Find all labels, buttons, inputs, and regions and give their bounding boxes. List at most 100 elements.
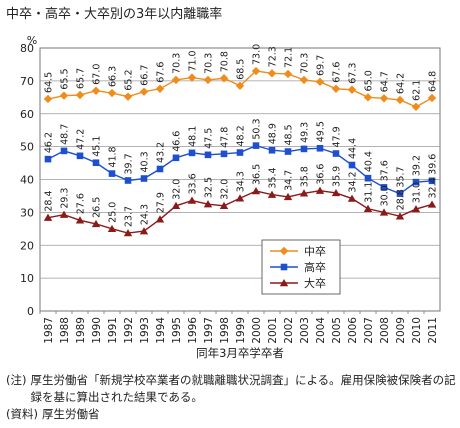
data-point	[139, 87, 149, 96]
x-tick-label: 1988	[59, 317, 71, 344]
data-label: 24.3	[140, 204, 151, 225]
data-label: 66.3	[108, 66, 119, 87]
data-label: 72.3	[268, 46, 279, 67]
x-tick-label: 2006	[347, 317, 359, 344]
note-tag: (注)	[6, 373, 27, 387]
data-label: 36.5	[252, 164, 263, 185]
data-label: 25.0	[108, 202, 119, 223]
data-label: 44.4	[348, 138, 359, 159]
x-tick-label: 1990	[91, 317, 103, 344]
y-tick-label: 20	[20, 239, 34, 252]
data-point	[347, 85, 357, 94]
data-point	[236, 149, 244, 156]
y-unit-label: %	[27, 34, 37, 47]
data-point	[219, 201, 229, 209]
data-point	[279, 279, 289, 287]
data-point	[187, 73, 197, 82]
data-label: 35.8	[300, 166, 311, 187]
data-label: 43.2	[156, 142, 167, 163]
legend-item: 中卒	[270, 244, 326, 258]
data-label: 41.8	[108, 146, 119, 167]
data-point	[268, 146, 276, 154]
x-tick-label: 1999	[235, 317, 247, 344]
x-tick-label: 1995	[171, 317, 183, 344]
data-label: 39.7	[124, 153, 135, 174]
x-tick-label: 2009	[395, 317, 407, 344]
data-point	[427, 93, 437, 103]
source-text: 厚生労働省	[41, 407, 100, 421]
data-label: 37.6	[380, 160, 391, 181]
data-label: 23.7	[124, 206, 135, 227]
data-point	[75, 216, 85, 224]
x-tick-label: 2004	[315, 317, 327, 344]
x-tick-label: 2003	[299, 317, 311, 344]
data-point	[235, 194, 245, 202]
series-0: 64.5 65.5 65.7 67.0 66.3 65.2 66.7 67.6 70.3 71.0…	[44, 44, 439, 112]
data-label: 50.3	[252, 118, 263, 139]
data-point	[395, 95, 405, 105]
chart-title: 中卒・高卒・大卒別の3年以内離職率	[6, 7, 223, 22]
data-point	[251, 187, 261, 195]
data-label: 28.4	[44, 190, 55, 211]
y-tick-label: 40	[20, 174, 34, 187]
x-tick-label: 2010	[411, 317, 423, 344]
data-label: 46.6	[172, 131, 183, 152]
data-point	[411, 205, 421, 213]
data-point	[59, 210, 69, 218]
data-label: 35.7	[396, 166, 407, 187]
data-point	[267, 190, 277, 198]
data-point	[364, 174, 372, 182]
data-point	[347, 194, 357, 202]
legend-label: 大卒	[304, 276, 326, 290]
data-label: 48.1	[188, 126, 199, 147]
x-tick-label: 2002	[283, 317, 295, 344]
data-label: 34.2	[348, 171, 359, 192]
data-point	[203, 200, 213, 208]
data-label: 69.7	[316, 55, 327, 76]
legend-label: 中卒	[304, 244, 326, 258]
data-point	[428, 177, 436, 185]
x-tick-label: 2000	[251, 317, 263, 344]
series-2: 28.4 29.3 27.6 26.5 25.0 23.7 24.3 27.9 32.0 33.6…	[44, 164, 439, 237]
data-label: 72.1	[284, 47, 295, 68]
x-tick-label: 2001	[267, 317, 279, 344]
data-label: 67.0	[92, 64, 103, 85]
x-tick-label: 1997	[203, 317, 215, 344]
data-label: 39.2	[412, 155, 423, 176]
data-label: 40.3	[140, 151, 151, 172]
data-label: 47.8	[220, 127, 231, 148]
data-point	[123, 92, 133, 101]
data-label: 64.2	[396, 73, 407, 94]
data-label: 65.2	[124, 69, 135, 90]
series-1: 46.2 48.7 47.2 45.1 41.8 39.7 40.3 43.2 46.6 48.1…	[44, 118, 439, 197]
data-label: 48.9	[268, 123, 279, 144]
x-tick-label: 2008	[379, 317, 391, 344]
data-point	[251, 66, 261, 76]
data-point	[187, 196, 197, 204]
data-point	[316, 144, 324, 152]
data-label: 65.5	[60, 69, 71, 90]
data-point	[396, 190, 404, 197]
data-label: 70.3	[300, 53, 311, 74]
y-tick-label: 80	[20, 42, 34, 55]
data-label: 47.5	[204, 128, 215, 149]
data-point	[91, 86, 101, 95]
legend-item: 大卒	[270, 276, 326, 290]
data-label: 49.3	[300, 122, 311, 143]
x-tick-label: 2005	[331, 317, 343, 344]
data-label: 47.9	[332, 126, 343, 147]
data-point	[203, 75, 213, 85]
data-point	[363, 204, 373, 212]
note-text: 厚生労働省「新規学校卒業者の就職離職状況調査」による。雇用保険被保険者の記録を基…	[30, 373, 456, 404]
data-label: 34.7	[284, 170, 295, 191]
data-label: 66.7	[140, 65, 151, 86]
data-point	[156, 165, 164, 173]
x-axis-label: 同年3月卒学卒者	[196, 346, 284, 360]
data-label: 40.4	[364, 151, 375, 172]
data-label: 73.0	[252, 44, 263, 65]
data-point	[60, 147, 68, 155]
data-point	[155, 215, 165, 223]
data-point	[171, 75, 181, 85]
data-label: 48.7	[60, 124, 71, 145]
